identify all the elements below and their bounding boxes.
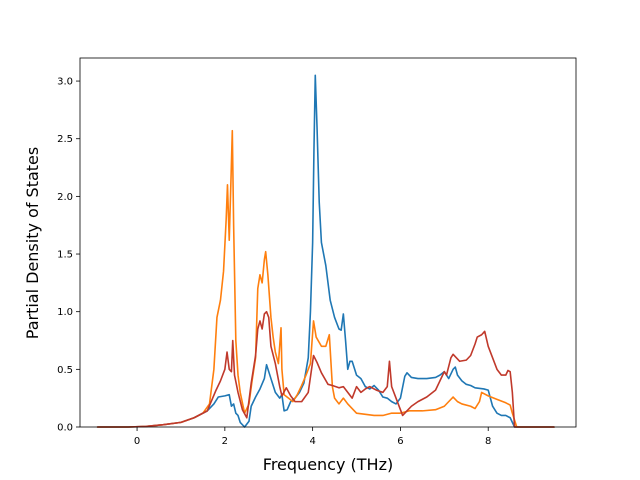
y-tick-label: 1.5 <box>57 250 73 261</box>
y-axis-ticks: 0.0 0.5 1.0 1.5 2.0 2.5 3.0 <box>57 77 80 434</box>
x-axis-title: Frequency (THz) <box>263 455 393 474</box>
x-axis-ticks: 0 2 4 6 8 <box>134 427 491 447</box>
series-line-3 <box>96 310 555 428</box>
plot-area <box>96 74 555 428</box>
x-tick-label: 2 <box>222 436 228 447</box>
x-tick-label: 4 <box>309 436 315 447</box>
y-tick-label: 0.5 <box>57 365 73 376</box>
x-tick-label: 8 <box>485 436 491 447</box>
y-axis-title: Partial Density of States <box>23 147 42 339</box>
y-tick-label: 3.0 <box>57 77 73 88</box>
x-tick-label: 6 <box>397 436 403 447</box>
plot-frame <box>79 57 577 428</box>
y-tick-label: 1.0 <box>57 307 73 318</box>
y-tick-label: 2.5 <box>57 134 73 145</box>
x-tick-label: 0 <box>134 436 140 447</box>
series-line-2 <box>96 129 555 428</box>
series-line-1 <box>96 74 555 428</box>
y-tick-label: 2.0 <box>57 192 73 203</box>
y-tick-label: 0.0 <box>57 423 73 434</box>
